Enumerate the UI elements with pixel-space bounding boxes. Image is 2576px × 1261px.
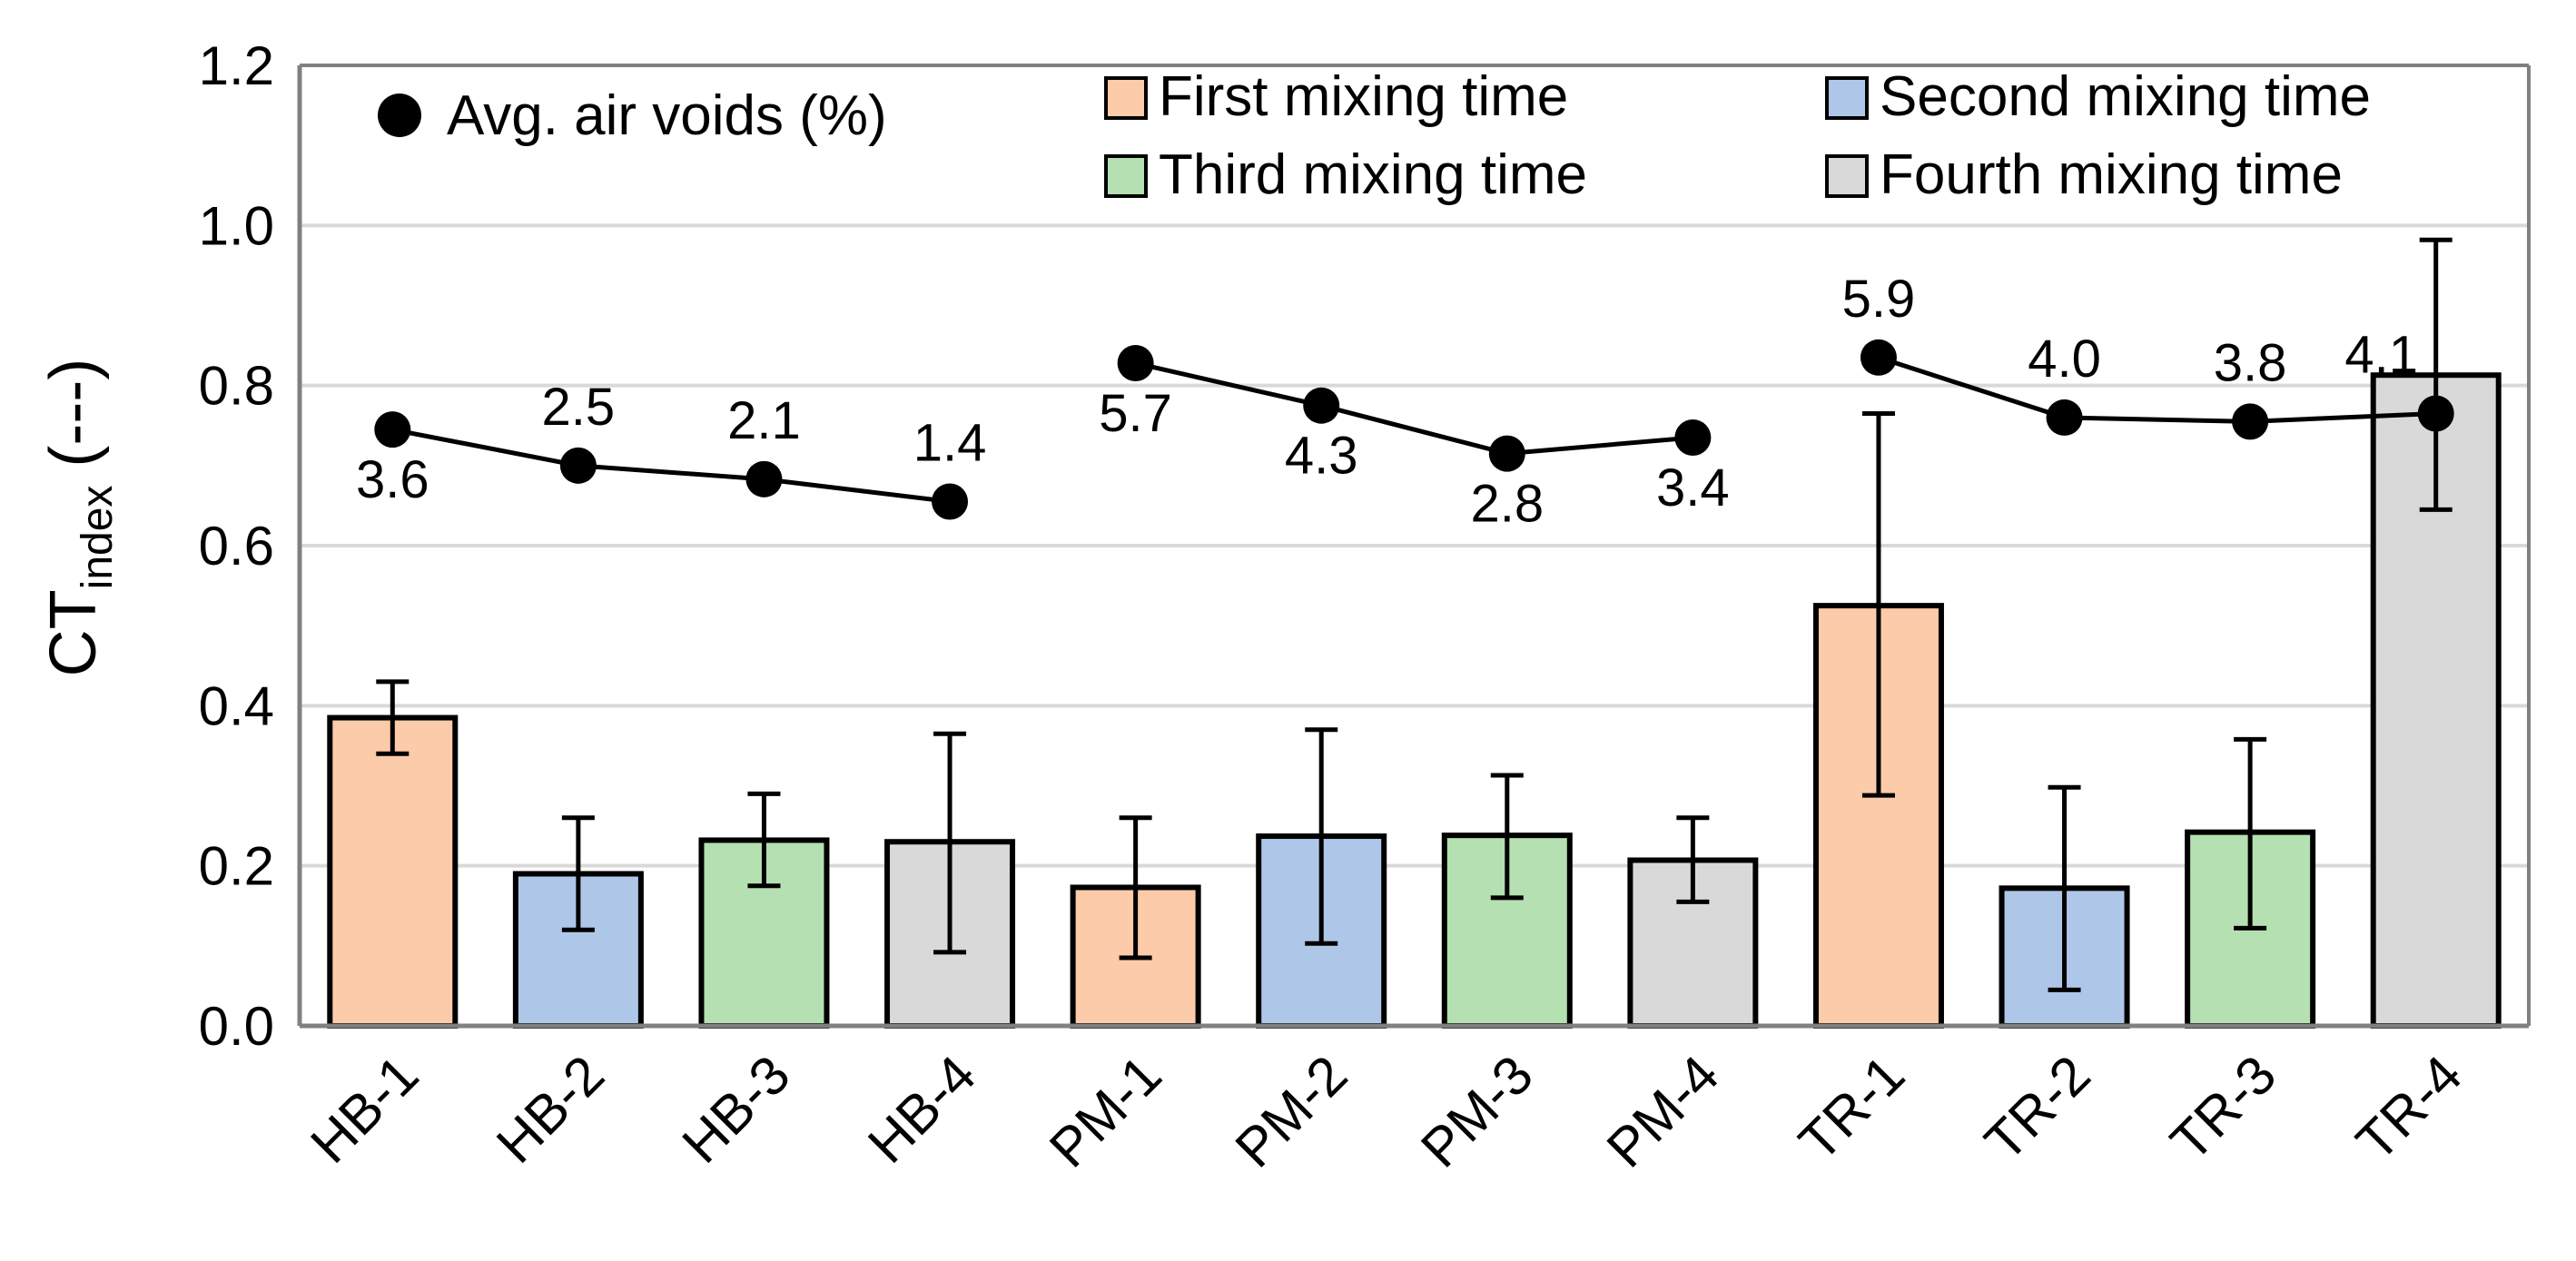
air-voids-label-hb-3: 2.1: [727, 391, 801, 450]
air-voids-point-tr-3: [2232, 403, 2269, 440]
legend-label-series-3: Third mixing time: [1159, 143, 1587, 206]
legend-swatch-series-3: [1104, 154, 1148, 198]
error-bar-tr-4: [2419, 237, 2453, 512]
legend-swatch-series-4: [1825, 154, 1869, 198]
y-tick-label-1: 0.2: [199, 836, 274, 897]
error-bar-tr-3: [2234, 736, 2267, 931]
error-bar-pm-3: [1490, 773, 1524, 901]
y-axis-label-suffix: (---): [37, 359, 110, 486]
x-tick-label-tr-3: TR-3: [2159, 1044, 2288, 1173]
data-labels: 3.6 2.5 2.1 1.4 5.7 4.3 2.8 3.4 5.9 4.0 3.8 4.1: [356, 270, 2418, 534]
x-tick-label-pm-3: PM-3: [1409, 1044, 1545, 1179]
air-voids-point-hb-3: [745, 460, 783, 498]
air-voids-point-tr-2: [2046, 399, 2083, 436]
air-voids-label-pm-2: 4.3: [1285, 427, 1358, 486]
air-voids-line: [391, 355, 2436, 504]
y-tick-label-4: 0.8: [199, 356, 274, 417]
error-bars: [376, 237, 2453, 992]
x-tick-label-tr-1: TR-1: [1787, 1044, 1916, 1173]
y-tick-label-2: 0.4: [199, 675, 274, 736]
error-bar-pm-4: [1676, 815, 1710, 904]
air-voids-point-hb-2: [559, 447, 597, 484]
legend-label-series-2: Second mixing time: [1880, 65, 2371, 128]
x-tick-label-hb-1: HB-1: [299, 1044, 429, 1175]
error-bar-hb-2: [561, 815, 595, 932]
air-voids-label-tr-3: 3.8: [2214, 333, 2287, 392]
legend-item-air-voids: Avg. air voids (%): [378, 84, 887, 147]
legend: Avg. air voids (%) First mixing time Secon…: [378, 65, 2371, 206]
air-voids-label-hb-2: 2.5: [542, 378, 616, 437]
y-tick-label-6: 1.2: [199, 35, 274, 96]
error-bar-hb-4: [933, 731, 967, 955]
error-bar-pm-2: [1305, 727, 1338, 946]
legend-label-series-1: First mixing time: [1159, 65, 1568, 128]
y-tick-label-5: 1.0: [199, 195, 274, 256]
air-voids-line-segment-1: [391, 427, 951, 504]
air-voids-label-hb-1: 3.6: [356, 450, 429, 509]
x-tick-labels: HB-1 HB-2 HB-3 HB-4 PM-1 PM-2 PM-3 PM-4 TR-1 TR-2…: [299, 1044, 2472, 1179]
legend-label-air-voids: Avg. air voids (%): [447, 84, 887, 147]
air-voids-point-tr-4: [2417, 395, 2454, 432]
air-voids-label-tr-1: 5.9: [1842, 270, 1916, 329]
legend-item-series-2: Second mixing time: [1825, 65, 2371, 128]
grid-lines: [300, 223, 2529, 868]
legend-item-series-1: First mixing time: [1104, 65, 1568, 128]
air-voids-point-hb-4: [932, 483, 969, 520]
air-voids-line-segment-2: [1135, 360, 1693, 457]
error-bar-hb-1: [376, 679, 410, 756]
x-tick-label-pm-4: PM-4: [1595, 1044, 1731, 1179]
air-voids-line-segment-3: [1878, 355, 2436, 424]
y-tick-label-3: 0.6: [199, 516, 274, 576]
y-axis-label: CTindex (---): [37, 359, 122, 677]
legend-swatch-series-1: [1104, 76, 1148, 120]
legend-swatch-series-2: [1825, 76, 1869, 120]
error-bar-pm-1: [1119, 815, 1152, 961]
x-tick-label-hb-2: HB-2: [485, 1044, 616, 1175]
x-tick-label-pm-2: PM-2: [1224, 1044, 1359, 1179]
x-tick-label-hb-4: HB-4: [856, 1044, 987, 1175]
air-voids-label-hb-4: 1.4: [913, 414, 987, 473]
legend-marker-air-voids: [378, 94, 421, 137]
error-bar-hb-3: [747, 791, 781, 889]
y-axis-label-sub: index: [74, 486, 122, 590]
y-tick-labels: 0.0 0.2 0.4 0.6 0.8 1.0 1.2: [199, 35, 274, 1057]
legend-label-series-4: Fourth mixing time: [1880, 143, 2343, 206]
air-voids-label-tr-2: 4.0: [2028, 330, 2101, 389]
y-tick-label-0: 0.0: [199, 996, 274, 1057]
legend-item-series-3: Third mixing time: [1104, 143, 1587, 206]
y-axis-label-main: CT: [37, 589, 110, 676]
air-voids-point-hb-1: [374, 411, 411, 448]
air-voids-label-tr-4: 4.1: [2344, 326, 2418, 385]
air-voids-point-pm-2: [1303, 387, 1340, 424]
air-voids-label-pm-4: 3.4: [1656, 458, 1730, 517]
air-voids-point-tr-1: [1860, 339, 1897, 376]
x-tick-label-hb-3: HB-3: [671, 1044, 802, 1175]
air-voids-label-pm-3: 2.8: [1470, 475, 1544, 534]
air-voids-points: [374, 339, 2454, 520]
air-voids-point-pm-1: [1117, 344, 1154, 381]
error-bar-tr-1: [1861, 411, 1895, 798]
air-voids-point-pm-4: [1674, 419, 1712, 456]
x-tick-label-tr-4: TR-4: [2344, 1044, 2473, 1173]
legend-item-series-4: Fourth mixing time: [1825, 143, 2343, 206]
axes: [297, 64, 2531, 1029]
air-voids-point-pm-3: [1488, 435, 1525, 472]
x-tick-label-pm-1: PM-1: [1038, 1044, 1173, 1179]
bar-hb-1: [327, 714, 459, 1029]
air-voids-label-pm-1: 5.7: [1099, 384, 1172, 443]
x-tick-label-tr-2: TR-2: [1973, 1044, 2102, 1173]
error-bar-tr-2: [2048, 784, 2081, 992]
